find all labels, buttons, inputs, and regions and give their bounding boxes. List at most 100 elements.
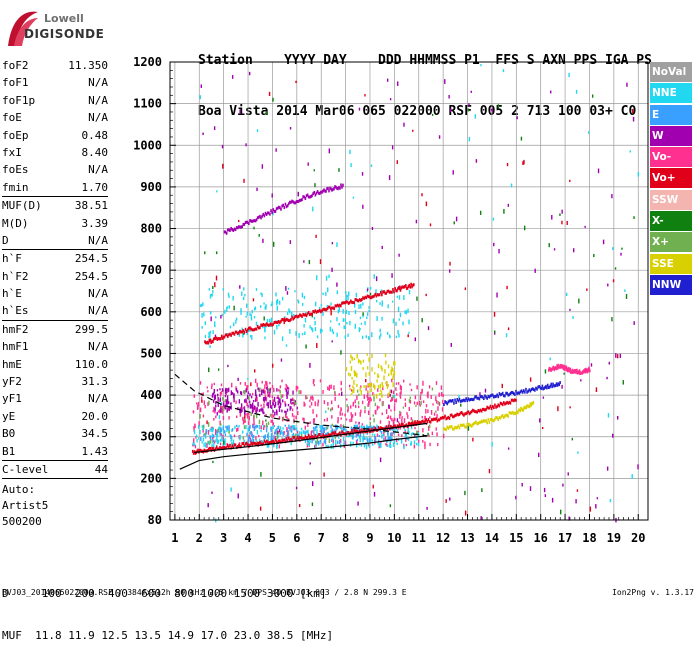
- trace-point: [555, 382, 558, 386]
- trace-point: [314, 309, 317, 313]
- trace-point: [262, 442, 265, 446]
- echo-point: [330, 429, 332, 433]
- echo-point: [297, 301, 300, 304]
- echo-point: [240, 308, 242, 312]
- echo-point: [281, 394, 284, 398]
- echo-point: [330, 384, 332, 389]
- trace-point: [407, 284, 410, 288]
- trace-point: [480, 395, 483, 399]
- echo-point: [215, 404, 217, 408]
- echo-point: [243, 287, 245, 291]
- trace-point: [498, 392, 501, 396]
- echo-point: [436, 432, 438, 437]
- echo-point: [239, 109, 241, 115]
- echo-point: [204, 334, 207, 339]
- trace-point: [350, 299, 352, 303]
- trace-point: [458, 412, 461, 416]
- trace-point: [358, 429, 361, 433]
- y-tick-label: 400: [140, 388, 162, 402]
- echo-point: [254, 398, 257, 402]
- trace-point: [422, 419, 424, 423]
- trace-point: [514, 411, 516, 415]
- echo-point: [197, 404, 199, 409]
- echo-point: [377, 388, 379, 392]
- echo-point: [257, 401, 259, 407]
- trace-point: [489, 394, 492, 398]
- echo-point: [297, 191, 299, 197]
- echo-point: [566, 220, 568, 225]
- trace-point: [207, 341, 210, 345]
- echo-point: [387, 364, 390, 369]
- trace-point: [401, 285, 404, 289]
- trace-point: [507, 401, 510, 405]
- trace-point: [279, 439, 281, 443]
- echo-point: [395, 438, 398, 443]
- legend-item-xplus: X+: [650, 232, 692, 253]
- echo-point: [596, 497, 599, 500]
- trace-point: [330, 307, 332, 311]
- trace-point: [307, 195, 310, 199]
- echo-point: [346, 404, 348, 408]
- echo-point: [373, 396, 375, 402]
- echo-point: [356, 383, 358, 387]
- echo-point: [380, 440, 382, 444]
- echo-point: [389, 415, 392, 420]
- trace-point: [231, 331, 234, 335]
- echo-point: [249, 437, 252, 442]
- echo-point: [330, 438, 333, 442]
- echo-point: [480, 64, 482, 67]
- echo-point: [299, 431, 301, 435]
- trace-point: [243, 330, 246, 334]
- echo-point: [267, 421, 270, 425]
- trace-point: [426, 420, 429, 424]
- trace-point: [221, 336, 224, 340]
- echo-point: [358, 304, 360, 309]
- echo-point: [394, 399, 396, 403]
- param-value: 8.40: [81, 145, 109, 159]
- echo-point: [408, 289, 411, 295]
- echo-point: [330, 424, 332, 429]
- x-axis-ticks: 1 2 3 4 5 6 7 8 9 10 11 12 13 14 15 16 17 18 19 20: [171, 514, 645, 545]
- echo-point: [333, 429, 335, 433]
- echo-point: [359, 437, 361, 443]
- echo-point: [413, 434, 416, 438]
- trace-point: [419, 420, 422, 424]
- echo-point: [394, 427, 396, 430]
- echo-point: [551, 215, 553, 220]
- echo-point: [340, 387, 342, 391]
- echo-point: [563, 372, 565, 375]
- param-row: foF2 11.350: [2, 57, 108, 74]
- echo-point: [270, 437, 273, 441]
- echo-point: [497, 104, 500, 109]
- echo-point: [539, 418, 541, 423]
- echo-point: [317, 399, 320, 404]
- echo-point: [253, 307, 256, 311]
- trace-point: [311, 312, 313, 316]
- trace-point: [449, 413, 452, 417]
- trace-point: [242, 222, 245, 226]
- echo-point: [300, 390, 302, 394]
- echo-point: [282, 427, 284, 430]
- polarization-legend: NoVal NNE E W Vo- Vo+ SSW X- X+ SSE NNW: [650, 62, 692, 296]
- echo-point: [211, 428, 214, 433]
- trace-point: [496, 416, 498, 420]
- trace-point: [233, 227, 236, 231]
- trace-point: [249, 219, 251, 223]
- echo-point: [288, 424, 290, 430]
- echo-point: [621, 247, 623, 250]
- echo-point: [293, 402, 295, 407]
- trace-point: [395, 289, 397, 293]
- echo-point: [287, 430, 289, 434]
- trace-point: [445, 428, 447, 432]
- echo-point: [381, 303, 383, 307]
- echo-point: [578, 298, 580, 304]
- trace-point: [474, 410, 476, 414]
- echo-point: [224, 430, 226, 434]
- echo-point: [222, 396, 224, 401]
- echo-point: [330, 302, 332, 306]
- echo-point: [429, 416, 431, 419]
- param-row: hmF2 299.5: [2, 321, 108, 338]
- echo-point: [328, 384, 331, 389]
- trace-point: [448, 425, 451, 429]
- trace-point: [469, 423, 472, 427]
